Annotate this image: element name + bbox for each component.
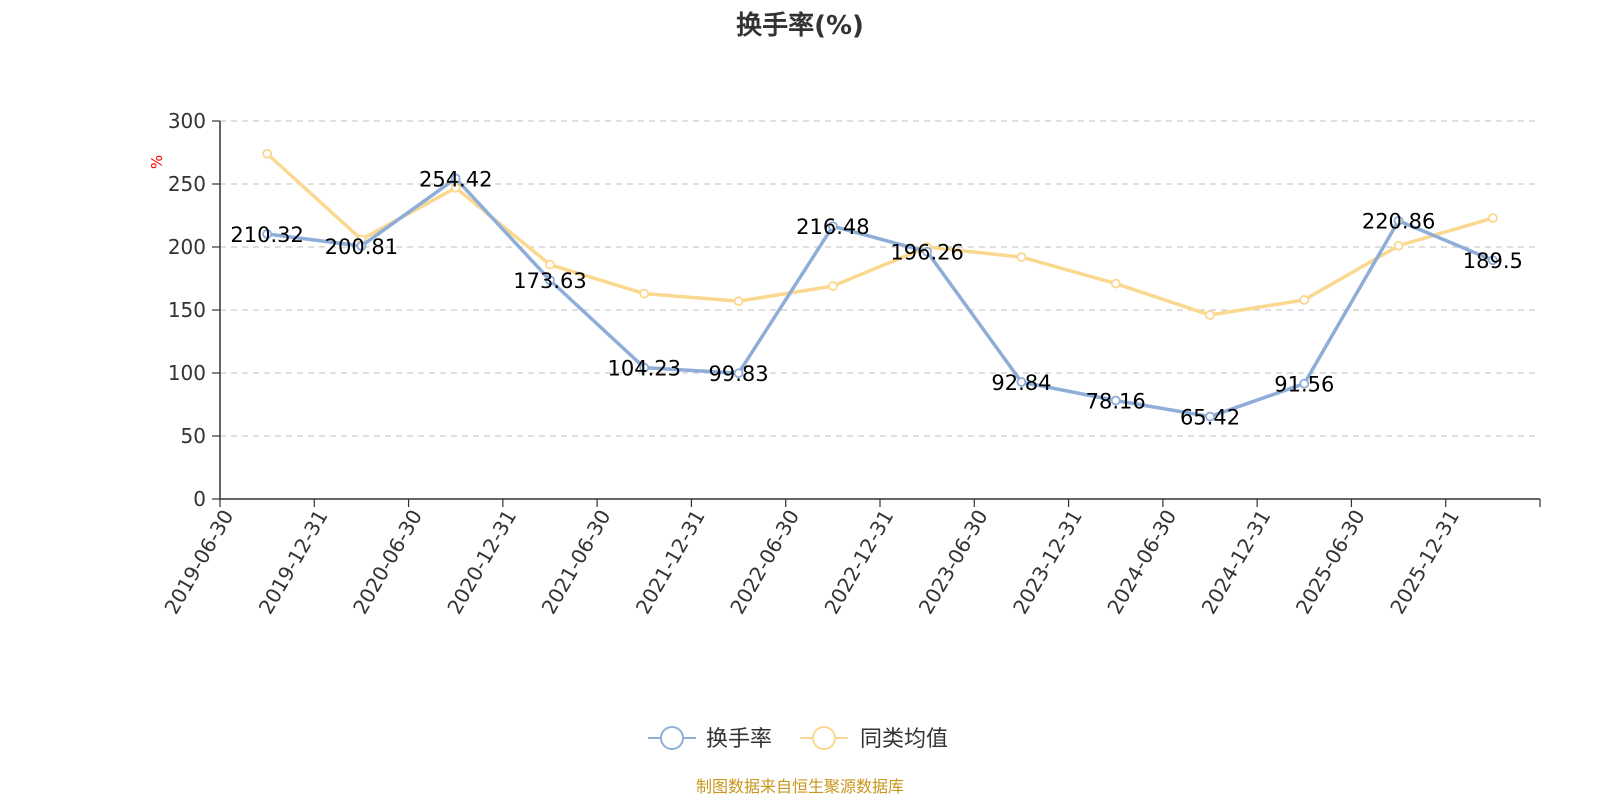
x-tick-label: 2019-12-31: [254, 506, 333, 619]
y-tick-label: 300: [168, 109, 206, 133]
legend-peer-average-marker: [812, 726, 836, 750]
legend-turnover-marker: [660, 726, 684, 750]
x-tick-label: 2022-06-30: [725, 506, 804, 619]
x-tick-label: 2020-12-31: [442, 506, 521, 619]
y-axis-unit: %: [148, 155, 166, 169]
data-label: 220.86: [1362, 210, 1435, 234]
y-tick-label: 250: [168, 172, 206, 196]
source-note: 制图数据来自恒生聚源数据库: [696, 777, 904, 796]
data-point-peer-average[interactable]: [733, 296, 744, 307]
data-label: 210.32: [230, 223, 303, 247]
data-label: 196.26: [890, 241, 963, 265]
x-tick-label: 2025-06-30: [1291, 506, 1370, 619]
data-label: 189.5: [1463, 249, 1523, 273]
data-point-turnover[interactable]: [733, 368, 744, 379]
x-tick-label: 2024-12-31: [1197, 506, 1276, 619]
legend-item-peer-average[interactable]: 同类均值: [800, 726, 948, 752]
x-tick-label: 2022-12-31: [819, 506, 898, 619]
chart-title: 换手率(%): [736, 10, 864, 41]
data-label: 65.42: [1180, 406, 1240, 430]
data-point-peer-average[interactable]: [1299, 295, 1310, 305]
data-point-turnover[interactable]: [1487, 255, 1498, 266]
data-label: 200.81: [325, 235, 398, 259]
data-point-peer-average[interactable]: [1393, 240, 1404, 251]
data-label: 254.42: [419, 167, 492, 191]
data-point-turnover[interactable]: [922, 246, 933, 257]
y-tick-label: 100: [168, 361, 206, 385]
x-tick-label: 2023-06-30: [914, 505, 993, 618]
y-tick-label: 150: [168, 298, 206, 322]
legend: 换手率 同类均值: [648, 726, 948, 752]
y-tick-label: 0: [193, 487, 206, 511]
x-tick-label: 2020-06-30: [348, 505, 427, 618]
legend-peer-average-label: 同类均值: [860, 727, 948, 752]
data-label: 92.84: [991, 371, 1051, 395]
data-point-peer-average[interactable]: [1016, 252, 1027, 262]
x-tick-label: 2024-06-30: [1102, 506, 1181, 619]
series-line-peer-average: [265, 152, 1494, 317]
data-label: 99.83: [709, 362, 769, 386]
data-label: 216.48: [796, 215, 869, 239]
data-point-turnover[interactable]: [545, 275, 555, 286]
data-labels: 210.32 200.81 254.42 173.63 104.23 99.83 216.4…: [230, 167, 1523, 429]
data-point-turnover[interactable]: [262, 229, 273, 239]
data-point-turnover[interactable]: [450, 173, 461, 184]
data-point-turnover[interactable]: [1205, 411, 1215, 422]
data-label: 91.56: [1274, 373, 1334, 397]
data-point-peer-average[interactable]: [545, 259, 555, 270]
series-lines: [262, 148, 1498, 422]
data-label: 78.16: [1086, 390, 1146, 414]
data-point-turnover[interactable]: [1393, 215, 1404, 226]
data-label: 104.23: [608, 357, 681, 381]
x-tick-label: 2023-12-31: [1008, 506, 1087, 619]
data-point-turnover[interactable]: [356, 241, 367, 251]
legend-item-turnover[interactable]: 换手率: [648, 726, 772, 752]
x-tick-label: 2019-06-30: [159, 506, 238, 619]
data-point-peer-average[interactable]: [1487, 213, 1498, 223]
data-point-peer-average[interactable]: [450, 182, 461, 193]
data-point-turnover[interactable]: [1110, 395, 1121, 406]
data-point-peer-average[interactable]: [1110, 278, 1121, 289]
y-tick-label: 200: [168, 235, 206, 259]
grid-lines: [220, 120, 1540, 437]
data-point-turnover[interactable]: [827, 221, 838, 232]
x-tick-label: 2021-12-31: [631, 506, 710, 619]
data-point-turnover[interactable]: [1299, 378, 1310, 389]
data-point-peer-average[interactable]: [639, 288, 650, 299]
data-point-peer-average[interactable]: [262, 148, 273, 159]
data-point-turnover[interactable]: [639, 362, 650, 373]
x-tick-label: 2025-12-31: [1385, 506, 1464, 619]
data-point-turnover[interactable]: [1016, 377, 1027, 387]
x-tick-label: 2021-06-30: [537, 506, 616, 619]
y-tick-label: 50: [181, 424, 206, 448]
legend-turnover-label: 换手率: [706, 727, 772, 752]
data-point-peer-average[interactable]: [827, 281, 838, 291]
data-point-peer-average[interactable]: [1205, 310, 1215, 320]
series-line-turnover: [266, 176, 1494, 419]
data-label: 173.63: [513, 269, 586, 293]
